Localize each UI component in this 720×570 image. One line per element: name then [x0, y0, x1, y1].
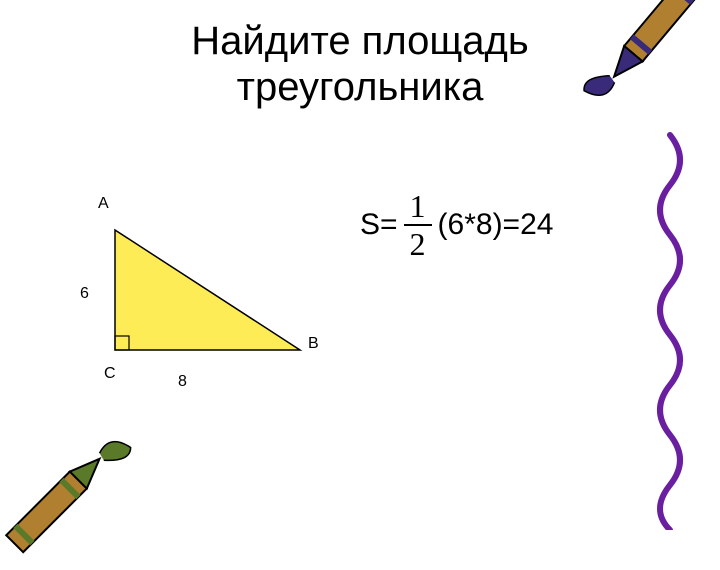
crayon-icon-bottom	[0, 400, 140, 570]
side-horizontal-label: 8	[178, 373, 187, 391]
squiggle-icon	[640, 130, 700, 530]
formula-prefix: S=	[360, 208, 398, 242]
fraction-half: 1 2	[404, 190, 432, 260]
triangle-svg	[110, 225, 310, 375]
formula-suffix: (6*8)=24	[438, 208, 554, 242]
fraction-denominator: 2	[404, 224, 432, 260]
fraction-numerator: 1	[404, 190, 432, 224]
vertex-c-label: C	[104, 365, 116, 383]
title-line-1: Найдите площадь	[191, 19, 528, 63]
title-line-2: треугольника	[237, 65, 484, 109]
triangle-diagram: A B C 6 8	[70, 185, 330, 425]
crayon-icon-top	[580, 0, 720, 130]
side-vertical-label: 6	[80, 285, 89, 303]
vertex-a-label: A	[98, 195, 109, 213]
area-formula: S= 1 2 (6*8)=24	[360, 190, 553, 260]
vertex-b-label: B	[308, 335, 319, 353]
